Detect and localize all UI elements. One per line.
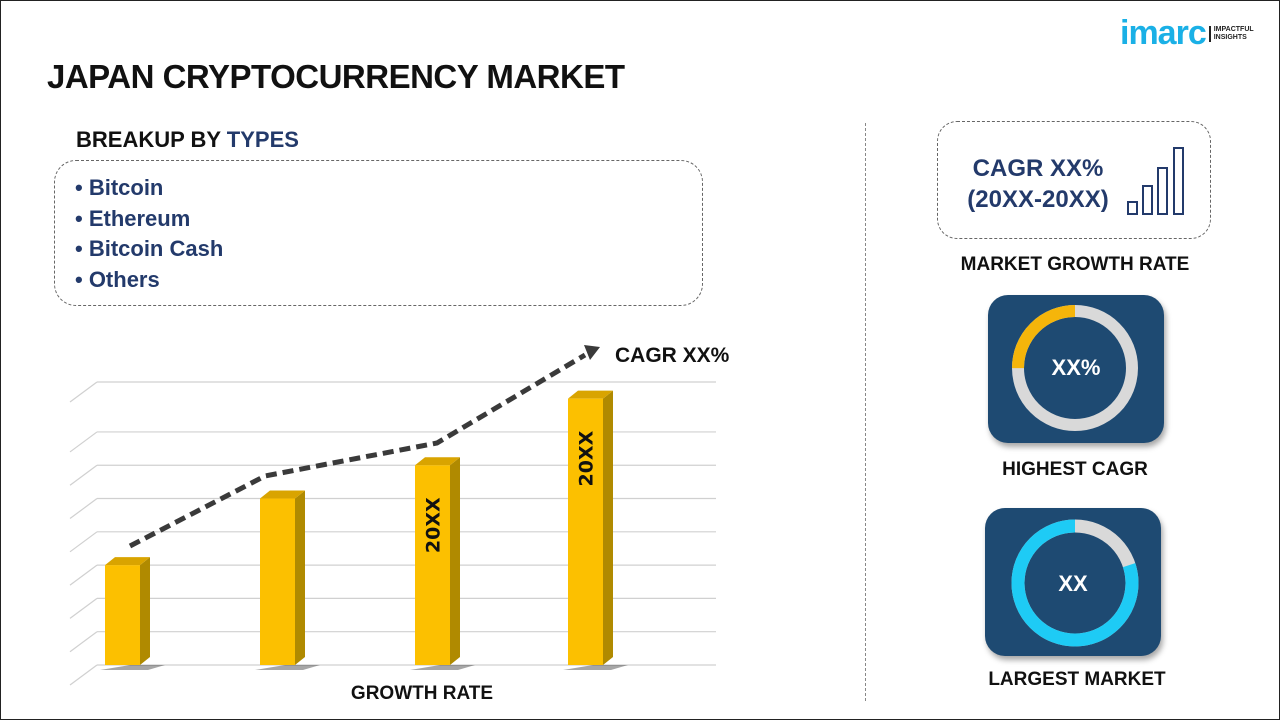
bar — [568, 398, 603, 665]
highest-cagr-card: XX% — [988, 295, 1164, 443]
gridline-perspective — [69, 664, 98, 686]
bar-top — [415, 457, 460, 466]
bar — [415, 465, 450, 665]
gridline-perspective — [69, 597, 98, 619]
divider — [865, 123, 866, 701]
bar-label: 20XX — [576, 430, 598, 486]
breakup-prefix: BREAKUP BY — [76, 127, 227, 152]
bar-shadow — [410, 665, 475, 670]
bar — [260, 498, 295, 665]
page-title: JAPAN CRYPTOCURRENCY MARKET — [47, 58, 625, 95]
trend-arrow-icon — [584, 345, 600, 360]
list-item: • Others — [75, 266, 160, 292]
gridline-perspective — [69, 564, 98, 586]
gridline-perspective — [69, 498, 98, 520]
gridline-perspective — [69, 631, 98, 653]
cagr-line2: (20XX-20XX) — [967, 186, 1109, 213]
bar — [105, 565, 140, 665]
list-item: • Bitcoin Cash — [75, 236, 224, 261]
list-item: • Ethereum — [75, 205, 191, 231]
donut-fill — [1012, 305, 1138, 431]
breakup-heading: BREAKUP BY TYPES — [76, 127, 299, 153]
trend-label: CAGR XX% — [615, 344, 730, 367]
largest-market-card: XX — [985, 508, 1161, 656]
highest-cagr-label: HIGHEST CAGR — [1002, 459, 1148, 480]
bar-label: 20XX — [423, 497, 445, 553]
gridline-perspective — [69, 381, 98, 403]
bar-top — [568, 390, 613, 399]
growth-chart: 20XX 20XX CAGR XX% GROWTH RATE — [69, 344, 730, 704]
largest-market-donut — [1011, 519, 1139, 647]
donut-fill — [1011, 519, 1139, 647]
bar-side — [140, 557, 150, 665]
cagr-box — [937, 121, 1211, 239]
logo-tagline: IMPACTFUL INSIGHTS — [1208, 25, 1254, 42]
logo-tagline-line1: IMPACTFUL — [1213, 25, 1254, 33]
logo-tagline-line2: INSIGHTS — [1213, 33, 1247, 41]
types-list: • Bitcoin • Ethereum • Bitcoin Cash • Ot… — [54, 160, 703, 306]
bar-growth-icon — [1127, 147, 1184, 215]
bar-top — [105, 557, 150, 566]
largest-market-label: LARGEST MARKET — [988, 669, 1166, 690]
gridline-perspective — [69, 431, 98, 453]
bar-top — [260, 490, 305, 499]
market-growth-label: MARKET GROWTH RATE — [960, 254, 1190, 275]
cagr-line1: CAGR XX% — [972, 155, 1104, 182]
highest-cagr-donut — [1012, 305, 1138, 431]
breakup-highlight: TYPES — [226, 127, 299, 152]
bar-side — [295, 490, 305, 665]
bar-shadow — [563, 665, 628, 670]
imarc-logo: imarc IMPACTFUL INSIGHTS — [1120, 14, 1254, 53]
bar-shadow — [100, 665, 165, 670]
highest-cagr-value: XX% — [1051, 355, 1101, 380]
gridline-perspective — [69, 464, 98, 486]
cagr-text: CAGR XX% (20XX-20XX) — [950, 153, 1126, 215]
trend-line — [128, 352, 587, 549]
bar-shadow — [255, 665, 320, 670]
x-axis-label: GROWTH RATE — [351, 683, 493, 704]
logo-word: imarc — [1120, 14, 1207, 52]
gridline-perspective — [69, 531, 98, 553]
bar-side — [450, 457, 460, 665]
list-item: • Bitcoin — [75, 175, 164, 200]
bar-side — [603, 390, 613, 665]
largest-market-value: XX — [1058, 571, 1088, 596]
